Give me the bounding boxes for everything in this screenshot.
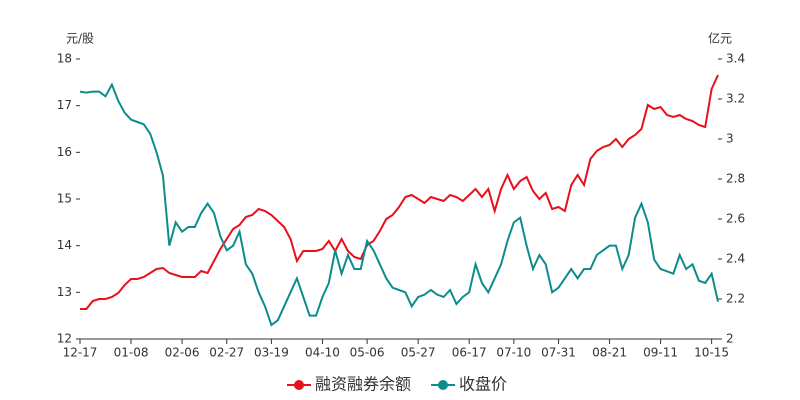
x-tick-label: 08-21 — [592, 346, 627, 360]
y-tick-label: 12 — [57, 332, 72, 346]
y2-tick-label: 2.6 — [726, 212, 745, 226]
x-tick-label: 12-17 — [63, 346, 98, 360]
y2-tick-label: 2.4 — [726, 252, 745, 266]
x-tick-label: 07-31 — [541, 346, 576, 360]
x-tick-label: 05-06 — [350, 346, 385, 360]
y-tick-label: 15 — [57, 192, 72, 206]
series-line — [79, 82, 719, 327]
y2-tick-label: 3 — [726, 132, 734, 146]
y2-tick-label: 2.2 — [726, 292, 745, 306]
y-tick-label: 18 — [57, 52, 72, 66]
y-tick-label: 13 — [57, 285, 72, 299]
x-tick-label: 06-17 — [452, 346, 487, 360]
x-tick-label: 01-08 — [114, 346, 149, 360]
x-tick-label: 04-10 — [305, 346, 340, 360]
legend-marker[interactable] — [294, 380, 304, 390]
y2-tick-label: 3.4 — [726, 52, 745, 66]
x-tick-label: 05-27 — [401, 346, 436, 360]
y2-tick-label: 3.2 — [726, 92, 745, 106]
y2-axis-unit: 亿元 — [708, 31, 732, 46]
x-tick-label: 02-06 — [165, 346, 200, 360]
legend-label[interactable]: 收盘价 — [459, 375, 507, 394]
y2-tick-label: 2.8 — [726, 172, 745, 186]
y2-tick-label: 2 — [726, 332, 734, 346]
y-tick-label: 17 — [57, 98, 72, 112]
x-tick-label: 02-27 — [209, 346, 244, 360]
series-line — [80, 74, 719, 310]
y-tick-label: 16 — [57, 145, 72, 159]
x-tick-label: 03-19 — [254, 346, 289, 360]
x-tick-label: 10-15 — [694, 346, 729, 360]
legend-marker[interactable] — [438, 380, 449, 390]
y-tick-label: 14 — [57, 238, 72, 252]
legend-label[interactable]: 融资融券余额 — [315, 375, 411, 394]
y-axis-unit: 元/股 — [66, 32, 94, 46]
x-tick-label: 09-11 — [643, 346, 678, 360]
x-tick-label: 07-10 — [496, 346, 531, 360]
